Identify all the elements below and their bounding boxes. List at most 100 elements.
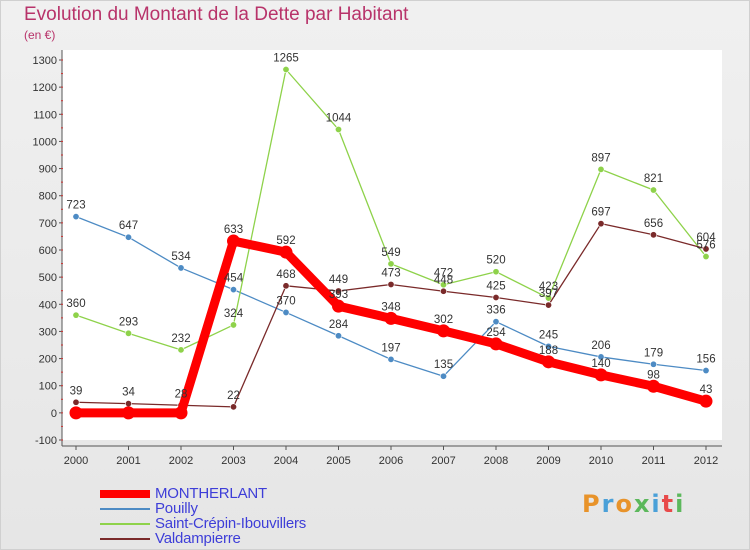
- data-point: [230, 403, 238, 411]
- y-tick-label: -100: [35, 435, 57, 447]
- legend-item: Valdampierre: [100, 530, 306, 547]
- data-point: [492, 268, 500, 276]
- data-label: 697: [591, 207, 610, 219]
- data-point: [227, 234, 240, 248]
- data-label: 370: [276, 295, 295, 307]
- data-label: 449: [329, 274, 348, 286]
- data-point: [702, 367, 710, 375]
- legend-swatch: [100, 537, 150, 540]
- data-point: [387, 355, 395, 363]
- legend-swatch: [100, 522, 150, 525]
- data-point: [542, 355, 555, 369]
- y-tick-label: 0: [51, 408, 57, 420]
- y-tick-label: 400: [39, 299, 57, 311]
- legend-item: Pouilly: [100, 500, 306, 517]
- data-point: [594, 368, 608, 382]
- data-label: 425: [486, 281, 505, 293]
- data-point: [334, 287, 342, 295]
- data-point: [702, 253, 710, 261]
- x-tick-label: 2012: [694, 455, 718, 467]
- data-label: 324: [224, 308, 244, 320]
- data-label: 360: [66, 298, 85, 310]
- x-tick-label: 2002: [169, 455, 193, 467]
- x-tick-label: 2007: [431, 455, 455, 467]
- y-tick-label: 100: [39, 381, 57, 393]
- data-label: 468: [276, 269, 295, 281]
- data-point: [279, 245, 293, 259]
- data-label: 232: [171, 333, 190, 345]
- data-label: 897: [591, 152, 610, 164]
- data-point: [702, 245, 710, 253]
- data-point: [230, 286, 238, 294]
- data-point: [72, 398, 80, 406]
- legend-swatch: [100, 507, 150, 510]
- data-label: 1265: [273, 53, 299, 65]
- chart-title: Evolution du Montant de la Dette par Hab…: [24, 4, 409, 25]
- data-label: 34: [122, 387, 135, 399]
- data-label: 423: [539, 281, 558, 293]
- data-label: 43: [700, 384, 713, 396]
- logo-letter: r: [601, 490, 616, 518]
- data-point: [544, 301, 552, 309]
- x-tick-label: 2006: [379, 455, 403, 467]
- logo-letter: o: [615, 490, 634, 518]
- data-label: 188: [539, 345, 558, 357]
- data-label: 22: [227, 390, 240, 402]
- y-tick-label: 1300: [33, 55, 57, 67]
- x-tick-label: 2011: [642, 455, 666, 467]
- data-point: [230, 321, 238, 329]
- data-label: 135: [434, 359, 453, 371]
- data-point: [649, 360, 657, 368]
- data-label: 39: [70, 385, 83, 397]
- data-label: 549: [381, 247, 400, 259]
- data-point: [597, 220, 605, 228]
- data-label: 140: [591, 358, 610, 370]
- data-label: 397: [539, 288, 558, 300]
- logo-letter: P: [582, 490, 602, 518]
- logo-letter: x: [633, 490, 652, 518]
- data-point: [649, 231, 657, 239]
- data-point: [387, 260, 395, 268]
- data-label: 647: [119, 220, 138, 232]
- y-tick-label: 600: [39, 245, 57, 257]
- legend-item: Saint-Crépin-Ibouvillers: [100, 515, 306, 532]
- x-tick-label: 2003: [221, 455, 245, 467]
- data-point: [174, 406, 188, 420]
- data-point: [439, 372, 447, 380]
- x-tick-label: 2009: [536, 455, 560, 467]
- y-tick-label: 300: [39, 326, 57, 338]
- data-label: 393: [329, 289, 348, 301]
- data-label: 656: [644, 218, 663, 230]
- data-point: [125, 400, 133, 408]
- data-point: [125, 233, 133, 241]
- legend: MONTHERLANT Pouilly Saint-Crépin-Ibouville…: [100, 485, 306, 547]
- x-tick-label: 2000: [64, 455, 88, 467]
- legend-swatch: [100, 489, 150, 498]
- data-label: 576: [696, 240, 715, 252]
- data-point: [647, 379, 660, 393]
- y-tick-label: 1100: [33, 109, 57, 121]
- data-point: [544, 342, 552, 350]
- chart-unit: (en €): [24, 28, 56, 42]
- data-point: [69, 406, 83, 420]
- data-point: [384, 311, 398, 325]
- data-point: [122, 406, 135, 420]
- data-label: 284: [329, 319, 349, 331]
- data-point: [334, 125, 342, 133]
- logo-letter: i: [651, 490, 662, 518]
- legend-item: MONTHERLANT: [100, 485, 306, 502]
- data-label: 254: [486, 327, 506, 339]
- data-point: [332, 299, 345, 313]
- data-label: 293: [119, 316, 138, 328]
- y-tick-label: 1200: [33, 82, 57, 94]
- x-tick-label: 2005: [326, 455, 350, 467]
- data-label: 245: [539, 329, 558, 341]
- data-point: [649, 186, 657, 194]
- y-tick-label: 800: [39, 191, 57, 203]
- data-point: [699, 394, 713, 408]
- data-label: 348: [381, 301, 400, 313]
- data-point: [597, 353, 605, 361]
- data-point: [544, 294, 552, 302]
- data-point: [282, 282, 290, 290]
